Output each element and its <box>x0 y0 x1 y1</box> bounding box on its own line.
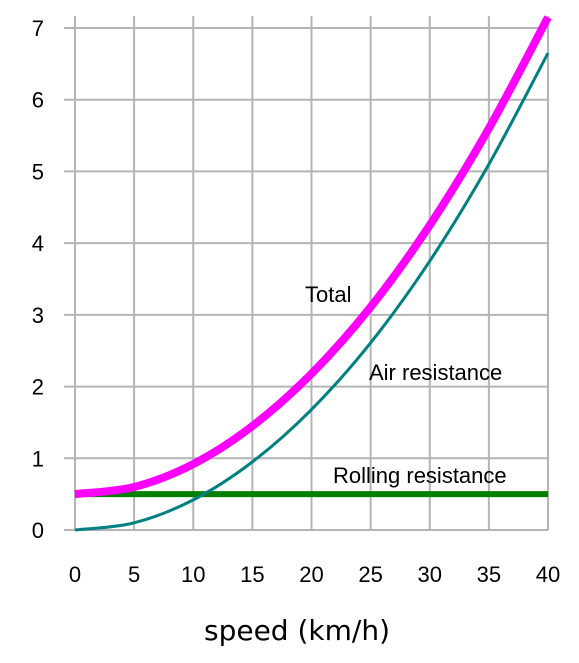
y-tick-label: 5 <box>32 159 44 184</box>
series-label-air-resistance: Air resistance <box>369 360 502 385</box>
y-tick-label: 2 <box>32 375 44 400</box>
y-tick-label: 3 <box>32 303 44 328</box>
x-tick-label: 20 <box>299 562 323 587</box>
y-tick-label: 7 <box>32 16 44 41</box>
x-tick-label: 5 <box>128 562 140 587</box>
x-tick-labels: 0 5 10 15 20 25 30 35 40 <box>69 562 560 587</box>
series-lines <box>74 15 552 532</box>
y-tick-label: 0 <box>32 518 44 543</box>
x-tick-label: 25 <box>358 562 382 587</box>
x-tick-label: 0 <box>69 562 81 587</box>
grid <box>64 16 549 531</box>
x-tick-label: 15 <box>240 562 264 587</box>
series-line-air-resistance <box>74 52 550 532</box>
y-tick-label: 1 <box>32 446 44 471</box>
x-tick-label: 35 <box>477 562 501 587</box>
y-tick-label: 4 <box>32 231 44 256</box>
x-tick-label: 10 <box>181 562 205 587</box>
x-tick-label: 30 <box>418 562 442 587</box>
series-line-total <box>74 15 552 499</box>
series-label-rolling-resistance: Rolling resistance <box>333 463 507 488</box>
series-label-total: Total <box>305 282 351 307</box>
y-tick-labels: 0 1 2 3 4 5 6 7 <box>32 16 44 543</box>
x-tick-label: 40 <box>536 562 560 587</box>
x-axis-title: speed (km/h) <box>204 614 390 647</box>
y-tick-label: 6 <box>32 88 44 113</box>
